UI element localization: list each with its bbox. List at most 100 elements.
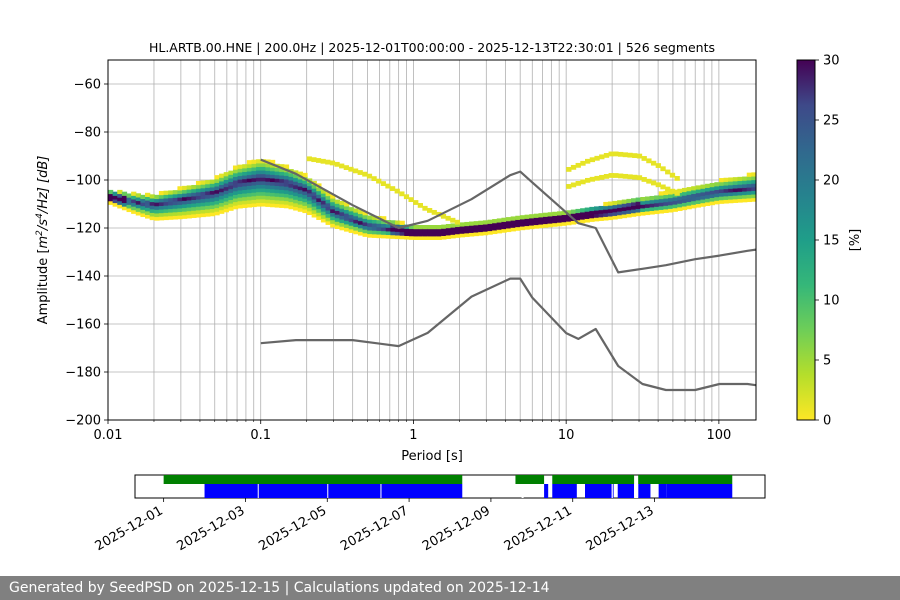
psd-cell [195,209,202,214]
psd-cell [186,207,192,212]
psd-cell [126,193,132,198]
psd-cell [330,223,336,228]
psd-cell [603,201,609,207]
psd-cell [641,177,647,182]
psd-cell [205,183,211,188]
psd-cell [663,201,669,206]
psd-cell [357,216,364,222]
psd-cell [580,211,586,217]
psd-cell [376,223,382,228]
psd-cell [214,175,220,180]
psd-cell [283,182,290,187]
psd-cell [691,186,697,191]
psd-cell [260,166,266,171]
psd-cell [339,222,345,227]
psd-cell [380,181,386,186]
psd-cell [219,202,225,207]
psd-cell [219,184,225,189]
psd-cell [367,222,373,227]
psd-cell [538,223,544,229]
psd-cell [482,223,489,229]
psd-cell [223,172,229,177]
psd-cell [297,171,303,176]
psd-cell [242,178,248,183]
psd-cell [515,215,521,220]
psd-cell [339,215,345,220]
psd-cell [718,196,725,201]
psd-cell [325,202,331,207]
psd-cell [663,208,669,214]
psd-cell [492,226,498,231]
psd-cell [663,198,669,203]
psd-cell [714,185,720,190]
psd-cell [626,213,632,218]
psd-cell [168,190,174,195]
psd-cell [311,198,317,204]
psd-cell [163,212,169,217]
psd-cell [714,192,720,198]
psd-cell [140,202,146,207]
psd-cell [348,221,354,226]
psd-cell [177,189,183,195]
psd-cell [418,235,424,240]
psd-cell [519,222,526,227]
psd-coverage-bar [552,484,577,498]
psd-cell [205,187,211,192]
psd-cell [154,202,160,207]
psd-cell [621,206,627,211]
psd-cell [663,194,669,199]
psd-cell [603,216,609,221]
psd-cell [668,208,674,213]
psd-cell [353,230,359,235]
psd-cell [214,203,220,209]
psd-cell [357,209,364,214]
psd-cell [246,163,253,168]
psd-cell [700,188,706,193]
colorbar-label: [%] [848,229,863,252]
psd-cell [177,207,183,213]
psd-cell [163,197,169,203]
psd-cell [519,215,526,220]
psd-cell [585,158,591,164]
psd-cell [450,230,456,235]
psd-coverage-bar [638,484,651,498]
psd-cell [339,208,345,213]
psd-cell [357,231,364,236]
psd-cell [316,204,322,210]
psd-cell [274,174,280,179]
psd-cell [487,230,493,235]
psd-cell [288,194,294,199]
psd-cell [728,199,734,204]
data-coverage-bar [515,475,545,484]
psd-cell [228,195,234,201]
psd-cell [158,216,165,221]
psd-cell [677,199,683,204]
psd-cell [154,212,160,218]
psd-cell [302,205,308,210]
psd-cell [608,151,614,157]
psd-cell [506,217,512,222]
psd-cell [246,160,253,165]
psd-cell [371,219,378,224]
psd-cell [640,204,646,209]
psd-cell [293,173,299,179]
psd-cell [668,197,674,202]
psd-cell [658,191,665,196]
psd-cell [529,214,535,219]
psd-cell [390,234,396,239]
psd-cell [307,189,313,194]
psd-cell [510,216,516,221]
psd-cell [631,198,637,203]
psd-cell [223,190,229,195]
psd-cell [330,208,336,214]
psd-cell [427,225,433,230]
y-tick-label: −120 [65,222,101,237]
psd-cell [353,212,359,217]
psd-cell [723,181,729,186]
psd-cell [663,205,669,210]
psd-cell [718,178,725,183]
psd-cell [556,218,563,223]
psd-cell [353,222,359,228]
psd-cell [149,208,155,213]
psd-cell [232,165,239,170]
